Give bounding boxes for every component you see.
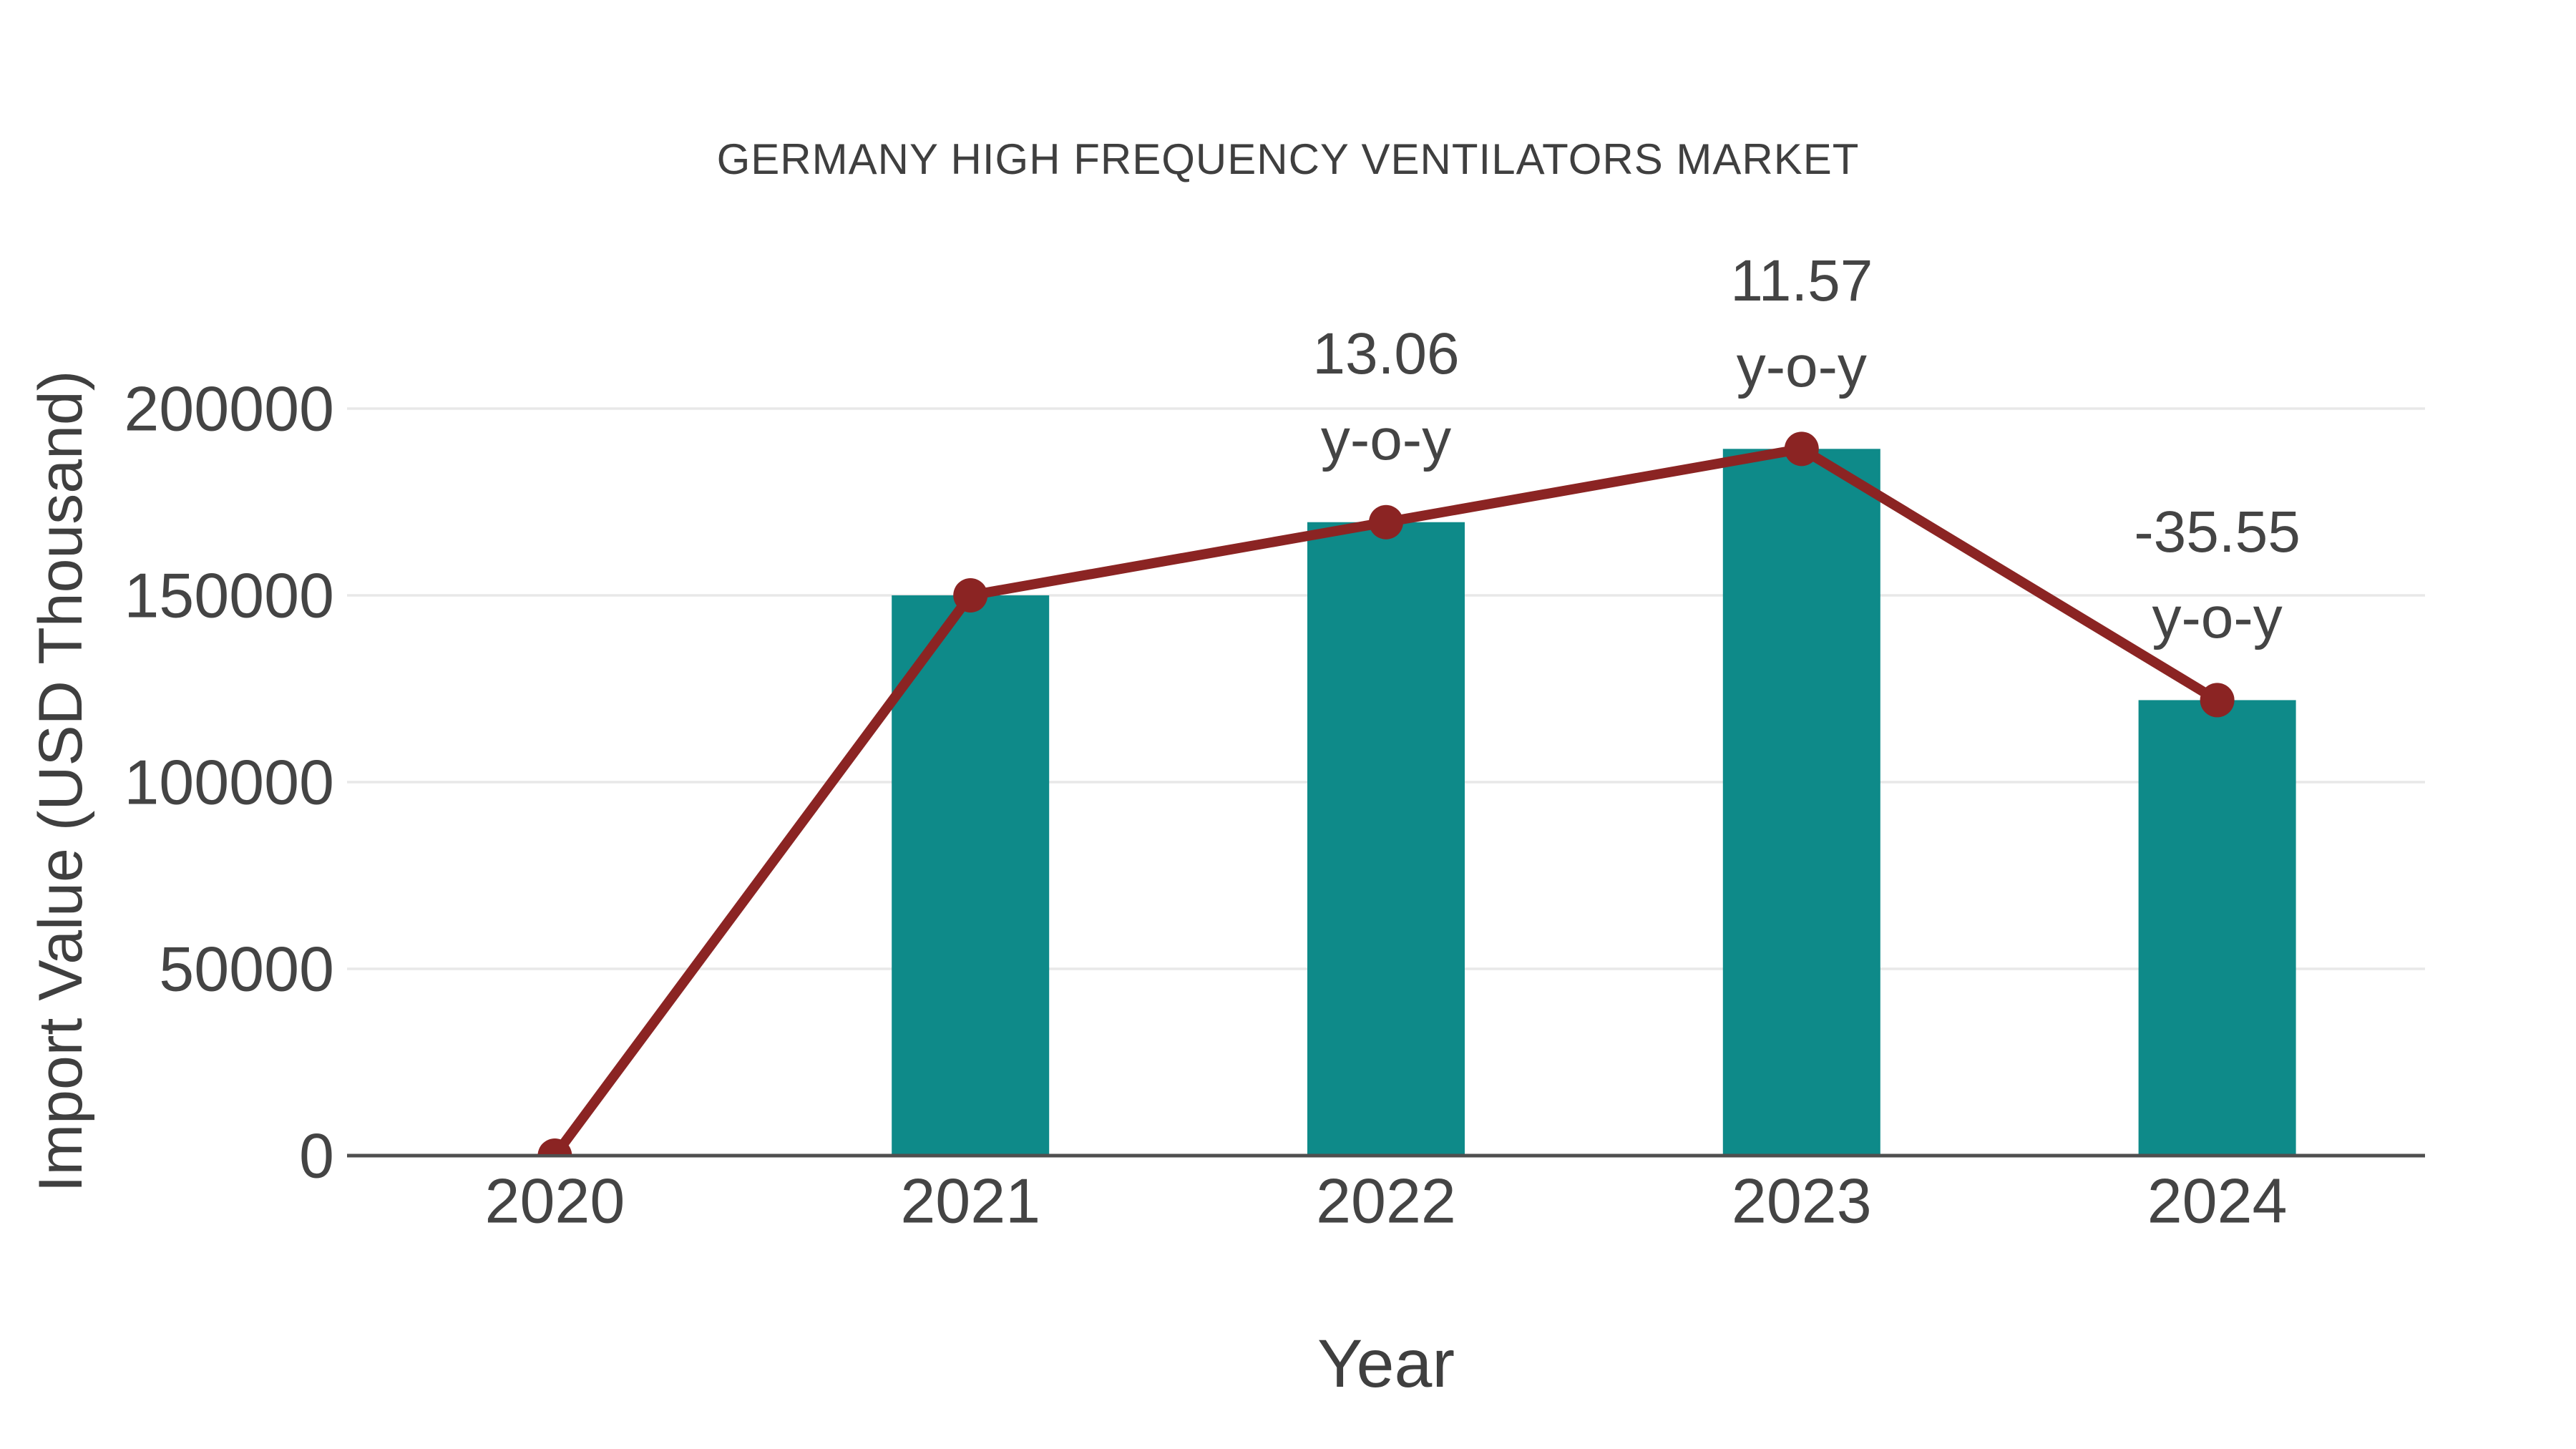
y-tick-label-150000: 150000 (124, 560, 334, 631)
x-tick-label-2020: 2020 (485, 1166, 625, 1236)
yoy-line-group (537, 431, 2235, 1154)
annotation-value-2023: 11.57 (1730, 248, 1873, 313)
yoy-marker-2021 (953, 578, 988, 613)
annotation-suffix-2024: y-o-y (2152, 585, 2282, 650)
x-tick-label-2023: 2023 (1732, 1166, 1872, 1236)
yoy-marker-2023 (1784, 431, 1819, 467)
bar-2021 (892, 595, 1050, 1156)
yoy-marker-2022 (1369, 504, 1403, 540)
yoy-marker-2020 (537, 1138, 572, 1154)
annotation-suffix-2023: y-o-y (1737, 334, 1867, 399)
annotation-suffix-2022: y-o-y (1321, 407, 1451, 472)
yoy-marker-2024 (2200, 683, 2235, 718)
bar-2022 (1307, 522, 1465, 1156)
x-tick-label-2021: 2021 (900, 1166, 1040, 1236)
y-tick-label-200000: 200000 (124, 374, 334, 444)
bar-2023 (1722, 449, 1880, 1156)
x-axis-title: Year (1317, 1326, 1455, 1402)
y-tick-label-0: 0 (299, 1121, 334, 1191)
annotation-value-2022: 13.06 (1312, 321, 1459, 386)
bar-2024 (2138, 700, 2296, 1156)
x-tick-label-2022: 2022 (1316, 1166, 1456, 1236)
annotation-value-2024: -35.55 (2134, 499, 2301, 565)
x-tick-label-2024: 2024 (2147, 1166, 2288, 1236)
y-tick-label-100000: 100000 (124, 747, 334, 818)
y-axis-title: Import Value (USD Thousand) (26, 370, 95, 1193)
y-tick-label-50000: 50000 (159, 934, 334, 1005)
chart-title: GERMANY HIGH FREQUENCY VENTILATORS MARKE… (716, 135, 1860, 183)
